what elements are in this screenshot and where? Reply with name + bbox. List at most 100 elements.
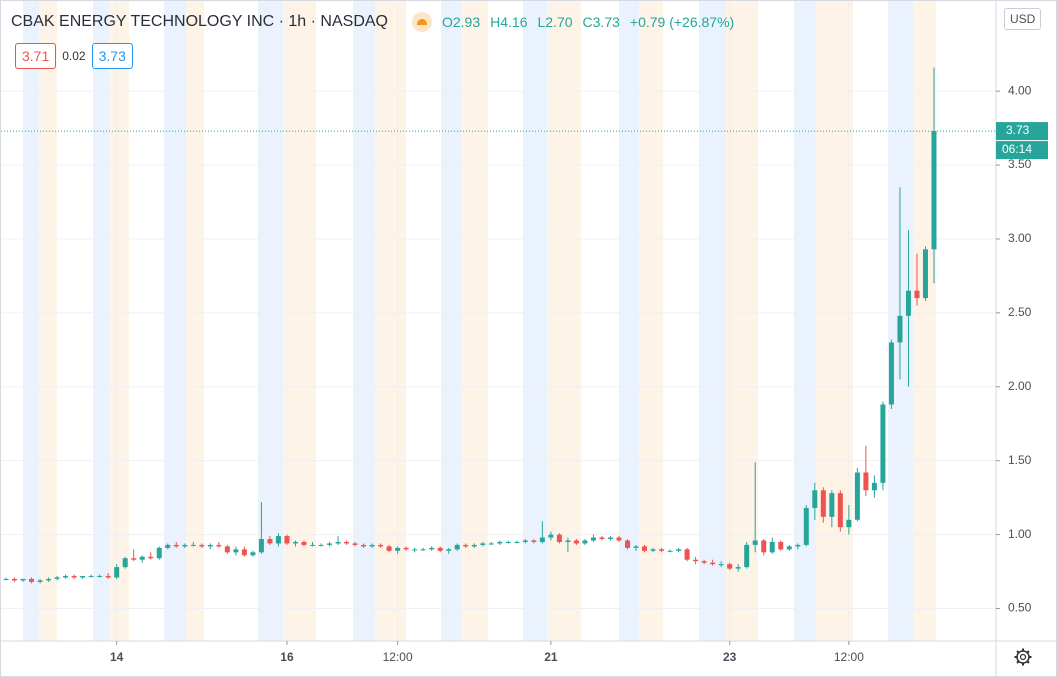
candle-body — [480, 543, 486, 545]
candle-body — [369, 544, 375, 547]
candle-body — [837, 493, 843, 528]
x-tick-label: 12:00 — [383, 650, 413, 664]
low: L2.70 — [537, 14, 573, 30]
candle-body — [786, 546, 792, 550]
currency-button[interactable]: USD — [1004, 8, 1042, 30]
candle-body — [633, 546, 639, 548]
price-tag — [996, 122, 1048, 141]
session-band — [93, 1, 109, 641]
candle-body — [744, 544, 750, 568]
y-tick-label: 1.50 — [1008, 453, 1032, 467]
candle-body — [599, 537, 605, 540]
high: H4.16 — [490, 14, 528, 30]
candle-body — [897, 315, 903, 343]
x-tick-label: 12:00 — [834, 650, 864, 664]
gear — [1016, 660, 1020, 664]
candle-body — [395, 547, 401, 551]
candle-body — [539, 537, 545, 542]
candle-body — [344, 541, 350, 544]
candle-body — [3, 578, 9, 580]
x-tick-label: 21 — [544, 650, 558, 664]
candle-body — [412, 549, 418, 551]
candle-body — [812, 490, 818, 508]
header: CBAK ENERGY TECHNOLOGY INC · 1h · NASDAQ… — [11, 12, 734, 32]
candle-body — [582, 540, 588, 544]
session-band — [547, 1, 581, 641]
candle-body — [607, 537, 613, 540]
candle-body — [250, 552, 256, 556]
candle-body — [207, 544, 213, 547]
candle-body — [224, 546, 230, 553]
candle-body — [29, 578, 35, 582]
candle-body — [139, 556, 145, 560]
market-status-icon[interactable] — [411, 12, 432, 32]
candle-body — [778, 541, 784, 550]
session-band — [441, 1, 461, 641]
candle-body — [556, 534, 562, 542]
x-tick-label: 16 — [280, 650, 294, 664]
candle-body — [216, 544, 222, 547]
candle-body — [20, 578, 26, 581]
settings-button[interactable] — [1014, 648, 1032, 666]
session-band — [186, 1, 204, 641]
y-tick-label: 3.00 — [1008, 231, 1032, 245]
candle-body — [173, 544, 179, 547]
session-band — [639, 1, 663, 641]
candle-body — [446, 549, 452, 551]
candle-body — [97, 575, 103, 577]
candle-body — [88, 575, 94, 577]
gear — [1019, 653, 1027, 661]
gear — [1026, 650, 1030, 654]
candle-body — [156, 547, 162, 559]
candle-body — [625, 540, 631, 548]
x-tick-label: 23 — [723, 650, 737, 664]
candle-body — [727, 564, 733, 569]
candle-body — [309, 544, 315, 546]
candle-body — [905, 290, 911, 316]
y-tick-label: 1.00 — [1008, 527, 1032, 541]
candle-body — [12, 578, 18, 581]
candle-body — [386, 546, 392, 551]
candle-body — [233, 549, 239, 553]
candle-body — [46, 578, 52, 581]
candle-body — [361, 544, 367, 547]
candle-body — [931, 131, 937, 250]
candle-body — [854, 472, 860, 520]
session-band — [109, 1, 129, 641]
candle-body — [148, 556, 154, 559]
countdown-tag — [996, 141, 1048, 160]
candle-body — [275, 536, 281, 544]
candle-body — [522, 540, 528, 542]
candle-body — [795, 544, 801, 547]
candle-body — [676, 549, 682, 551]
candle-body — [301, 541, 307, 545]
candle-body — [54, 577, 60, 579]
candle-body — [63, 575, 69, 578]
sell-button[interactable]: 3.71 — [15, 43, 57, 69]
candle-body — [258, 539, 264, 553]
candle-body — [514, 541, 520, 543]
candle-body — [165, 544, 171, 548]
candle-body — [122, 558, 128, 568]
candle-body — [335, 541, 341, 544]
session-band — [794, 1, 816, 641]
candle-body — [471, 544, 477, 547]
quote-panel: 3.71 0.02 3.73 — [15, 43, 133, 69]
candle-body — [888, 342, 894, 405]
change: +0.79 (+26.87%) — [629, 14, 735, 30]
candle-body — [80, 575, 86, 578]
buy-button[interactable]: 3.73 — [91, 43, 133, 69]
candle-body — [420, 549, 426, 551]
candle-body — [241, 549, 247, 556]
candle-body — [735, 567, 741, 569]
candle-body — [454, 544, 460, 550]
candle-body — [846, 519, 852, 528]
countdown-label: 06:14 — [1002, 142, 1032, 156]
candle-body — [710, 562, 716, 565]
candle-body — [352, 543, 358, 545]
candle-body — [199, 544, 205, 547]
y-tick-label: 2.50 — [1008, 305, 1032, 319]
candle-body — [565, 540, 571, 542]
